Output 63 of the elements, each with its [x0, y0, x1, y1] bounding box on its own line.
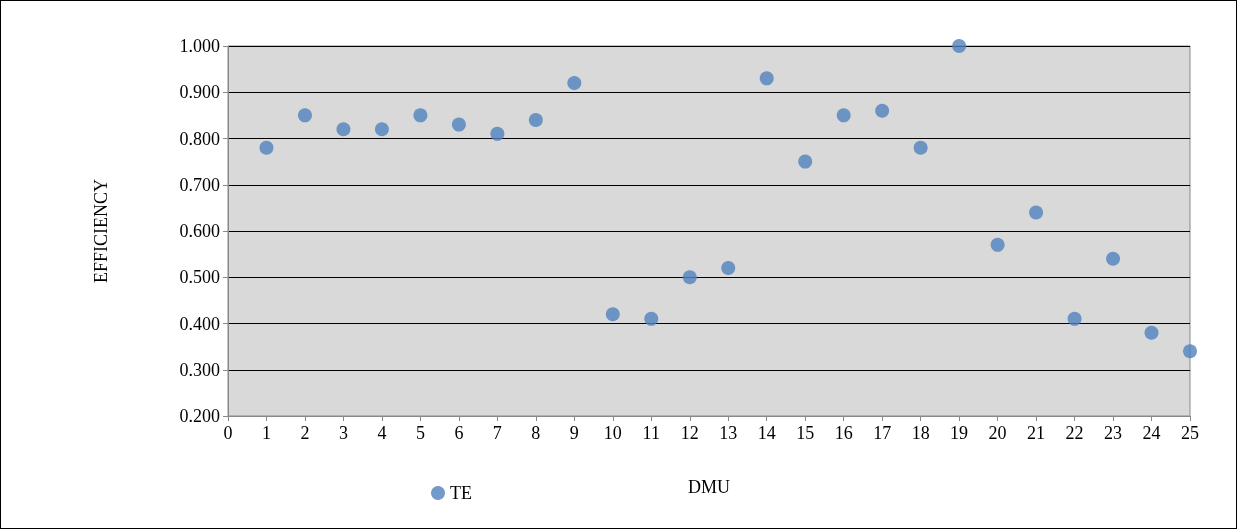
point	[952, 39, 967, 53]
x-tick-label: 0	[223, 423, 233, 443]
y-tick-label: 0.400	[179, 313, 220, 334]
point	[1029, 205, 1044, 220]
y-axis-title: EFFICIENCY	[91, 178, 111, 284]
point	[528, 113, 543, 127]
x-tick-label: 17	[873, 423, 892, 443]
x-tick-label: 20	[988, 423, 1007, 443]
x-tick-label: 4	[377, 423, 387, 443]
x-tick-label: 2	[300, 423, 310, 443]
x-axis-title: DMU	[687, 477, 731, 497]
x-tick-label: 14	[757, 423, 776, 443]
y-tick-label: 0.500	[179, 267, 220, 288]
point	[913, 140, 928, 155]
x-tick-label: 10	[603, 423, 622, 443]
y-tick-label: 0.300	[179, 359, 220, 380]
x-tick-label: 22	[1065, 423, 1084, 443]
point	[682, 270, 697, 285]
y-tick-label: 0.200	[179, 406, 220, 426]
x-tick-label: 3	[338, 423, 348, 443]
point	[875, 103, 890, 118]
x-tick-label: 19	[950, 423, 969, 443]
x-tick-label: 9	[569, 423, 579, 443]
point	[798, 154, 813, 169]
point	[336, 122, 351, 137]
x-tick-label: 23	[1104, 423, 1123, 443]
y-tick-label: 0.900	[179, 82, 220, 103]
point	[644, 311, 659, 326]
x-tick-label: 12	[680, 423, 699, 443]
point	[259, 140, 274, 155]
legend-label: TE	[450, 483, 472, 503]
point	[990, 237, 1005, 252]
x-tick-label: 13	[719, 423, 738, 443]
x-tick-label: 21	[1027, 423, 1046, 443]
x-tick-label: 7	[492, 423, 502, 443]
point	[605, 307, 620, 322]
y-tick-label: 0.800	[179, 128, 220, 149]
point	[567, 76, 582, 90]
point	[413, 108, 428, 123]
x-tick-label: 15	[796, 423, 815, 443]
x-tick-label: 16	[834, 423, 853, 443]
x-tick-label: 24	[1142, 423, 1161, 443]
point	[836, 108, 851, 123]
x-tick-label: 11	[642, 423, 660, 443]
point	[1144, 325, 1159, 340]
y-tick-label: 1.000	[179, 36, 220, 56]
point	[1106, 251, 1121, 266]
point	[451, 117, 466, 132]
point	[374, 122, 389, 137]
x-tick-label: 6	[454, 423, 464, 443]
x-tick-label: 1	[261, 423, 271, 443]
x-tick-label: 18	[911, 423, 930, 443]
point	[490, 126, 505, 141]
x-tick-label: 8	[531, 423, 541, 443]
x-tick-label: 25	[1181, 423, 1199, 443]
y-tick-label: 0.600	[179, 221, 220, 241]
point	[297, 108, 312, 123]
point	[1067, 311, 1082, 326]
point	[1183, 344, 1197, 359]
point	[759, 71, 774, 86]
y-tick-label: 0.700	[179, 174, 220, 195]
x-tick-label: 5	[415, 423, 425, 443]
point	[721, 261, 736, 275]
